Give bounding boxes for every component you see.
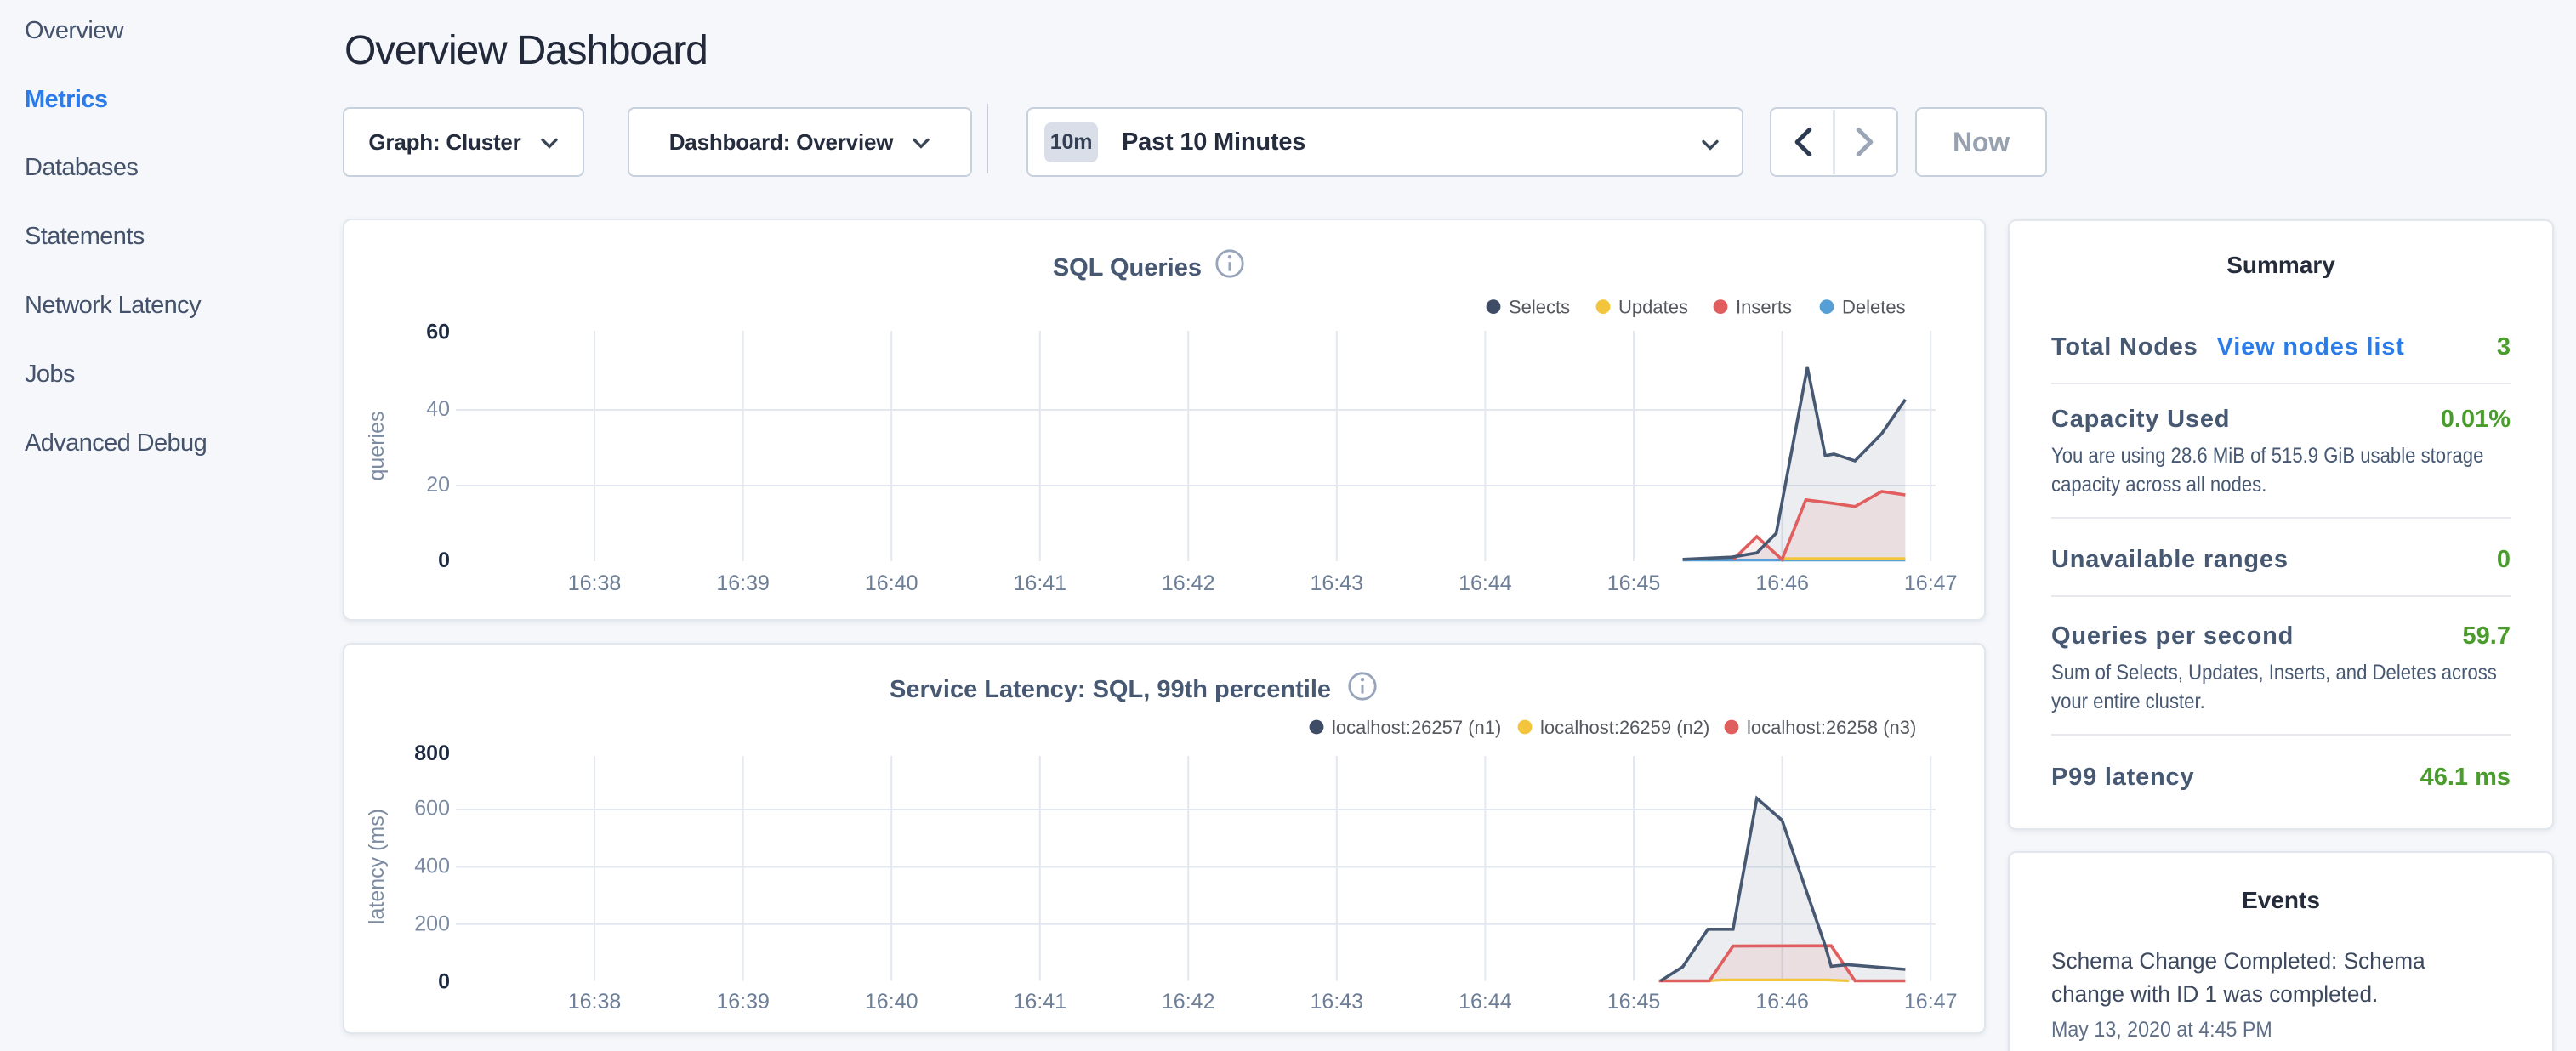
svg-text:16:46: 16:46 (1755, 990, 1809, 1014)
svg-text:16:39: 16:39 (716, 571, 770, 595)
svg-text:40: 40 (426, 397, 450, 421)
svg-text:latency (ms): latency (ms) (365, 809, 389, 924)
svg-text:16:45: 16:45 (1607, 571, 1661, 595)
svg-text:16:41: 16:41 (1014, 990, 1067, 1014)
svg-text:localhost:26259 (n2): localhost:26259 (n2) (1540, 717, 1709, 738)
svg-text:400: 400 (414, 854, 450, 878)
svg-text:16:38: 16:38 (568, 571, 622, 595)
svg-text:Selects: Selects (1509, 297, 1570, 318)
svg-text:16:41: 16:41 (1014, 571, 1067, 595)
svg-text:600: 600 (414, 796, 450, 820)
svg-text:16:40: 16:40 (865, 990, 918, 1014)
svg-text:16:43: 16:43 (1311, 990, 1364, 1014)
svg-text:SQL Queries: SQL Queries (1053, 254, 1202, 281)
svg-text:16:44: 16:44 (1459, 990, 1512, 1014)
svg-text:0: 0 (438, 970, 450, 994)
svg-text:16:45: 16:45 (1607, 990, 1661, 1014)
svg-text:16:38: 16:38 (568, 990, 622, 1014)
svg-text:16:42: 16:42 (1162, 571, 1215, 595)
svg-text:Deletes: Deletes (1842, 297, 1906, 318)
svg-text:16:46: 16:46 (1755, 571, 1809, 595)
svg-text:queries: queries (365, 412, 389, 481)
svg-text:16:43: 16:43 (1311, 571, 1364, 595)
svg-text:Inserts: Inserts (1736, 297, 1792, 318)
svg-text:16:47: 16:47 (1904, 571, 1958, 595)
svg-text:16:40: 16:40 (865, 571, 918, 595)
svg-text:20: 20 (426, 473, 450, 497)
svg-text:Service Latency: SQL, 99th per: Service Latency: SQL, 99th percentile (890, 676, 1331, 703)
svg-text:60: 60 (426, 321, 450, 344)
svg-text:localhost:26258 (n3): localhost:26258 (n3) (1747, 717, 1916, 738)
svg-text:0: 0 (438, 548, 450, 572)
svg-text:16:39: 16:39 (716, 990, 770, 1014)
svg-text:800: 800 (414, 741, 450, 765)
svg-text:16:47: 16:47 (1904, 990, 1958, 1014)
svg-text:localhost:26257 (n1): localhost:26257 (n1) (1332, 717, 1501, 738)
svg-text:200: 200 (414, 912, 450, 935)
svg-text:16:44: 16:44 (1459, 571, 1512, 595)
svg-text:Updates: Updates (1618, 297, 1688, 318)
svg-text:16:42: 16:42 (1162, 990, 1215, 1014)
